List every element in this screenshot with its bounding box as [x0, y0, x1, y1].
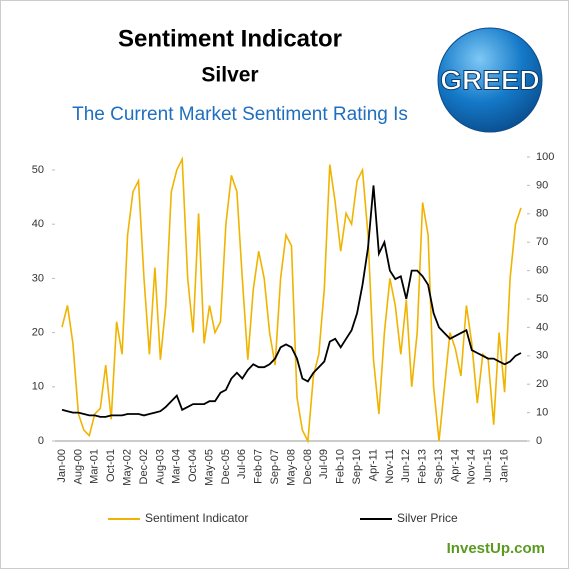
x-tick-label: Apr-11 — [367, 449, 379, 481]
y-tick-label: 10 — [32, 381, 44, 393]
y-tick-label: 50 — [32, 164, 44, 176]
rating-badge — [437, 27, 543, 133]
y2-tick-label: 20 — [536, 378, 548, 390]
x-tick-label: Oct-01 — [105, 449, 117, 482]
x-tick-label: Dec-02 — [138, 449, 150, 484]
x-tick-label: May-08 — [285, 449, 297, 486]
x-tick-label: Feb-13 — [417, 449, 429, 484]
x-tick-label: Feb-10 — [335, 449, 347, 484]
y2-tick-label: 100 — [536, 151, 554, 163]
series-line — [61, 156, 522, 444]
x-tick-label: Jan-16 — [499, 449, 511, 483]
x-tick-label: May-05 — [203, 449, 215, 486]
x-tick-label: Jan-00 — [56, 449, 68, 483]
y2-tick-label: 0 — [536, 435, 542, 447]
rating-text: The Current Market Sentiment Rating Is — [72, 104, 408, 125]
x-tick-label: Jul-06 — [236, 449, 248, 479]
source: InvestUp.com — [447, 540, 545, 557]
y2-tick-label: 70 — [536, 236, 548, 248]
x-tick-label: Sep-13 — [433, 449, 445, 484]
y-tick-label: 30 — [32, 272, 44, 284]
x-tick-label: Mar-01 — [89, 449, 101, 484]
x-tick-label: Nov-14 — [466, 449, 478, 484]
x-tick-label: Dec-08 — [302, 449, 314, 484]
chart-title: Sentiment Indicator — [118, 25, 342, 52]
y2-tick-label: 30 — [536, 350, 548, 362]
x-tick-label: Jun-15 — [482, 449, 494, 483]
y2-tick-label: 90 — [536, 179, 548, 191]
x-tick-label: Aug-03 — [154, 449, 166, 484]
x-tick-label: Dec-05 — [220, 449, 232, 484]
x-tick-label: Nov-11 — [384, 449, 396, 484]
y-tick-label: 40 — [32, 218, 44, 230]
x-tick-label: Apr-14 — [449, 449, 461, 482]
x-tick-label: Feb-07 — [253, 449, 265, 484]
y2-tick-label: 50 — [536, 293, 548, 305]
x-tick-label: Jul-09 — [318, 449, 330, 479]
x-tick-label: Oct-04 — [187, 449, 199, 482]
legend-label: Sentiment Indicator — [145, 511, 248, 525]
x-tick-label: Mar-04 — [171, 449, 183, 484]
y2-tick-label: 80 — [536, 208, 548, 220]
x-tick-label: Jun-12 — [400, 449, 412, 483]
legend-label: Silver Price — [397, 511, 458, 525]
y2-tick-label: 60 — [536, 265, 548, 277]
y-tick-label: 20 — [32, 327, 44, 339]
rating-label: GREED — [440, 64, 540, 95]
x-tick-label: Aug-00 — [72, 449, 84, 484]
y-tick-label: 0 — [38, 435, 44, 447]
x-tick-label: Sep-10 — [351, 449, 363, 484]
y2-tick-label: 40 — [536, 321, 548, 333]
series-line — [61, 185, 522, 418]
y2-tick-label: 10 — [536, 407, 548, 419]
x-tick-label: May-02 — [121, 449, 133, 486]
chart-subtitle: Silver — [201, 64, 258, 87]
x-tick-label: Sep-07 — [269, 449, 281, 484]
